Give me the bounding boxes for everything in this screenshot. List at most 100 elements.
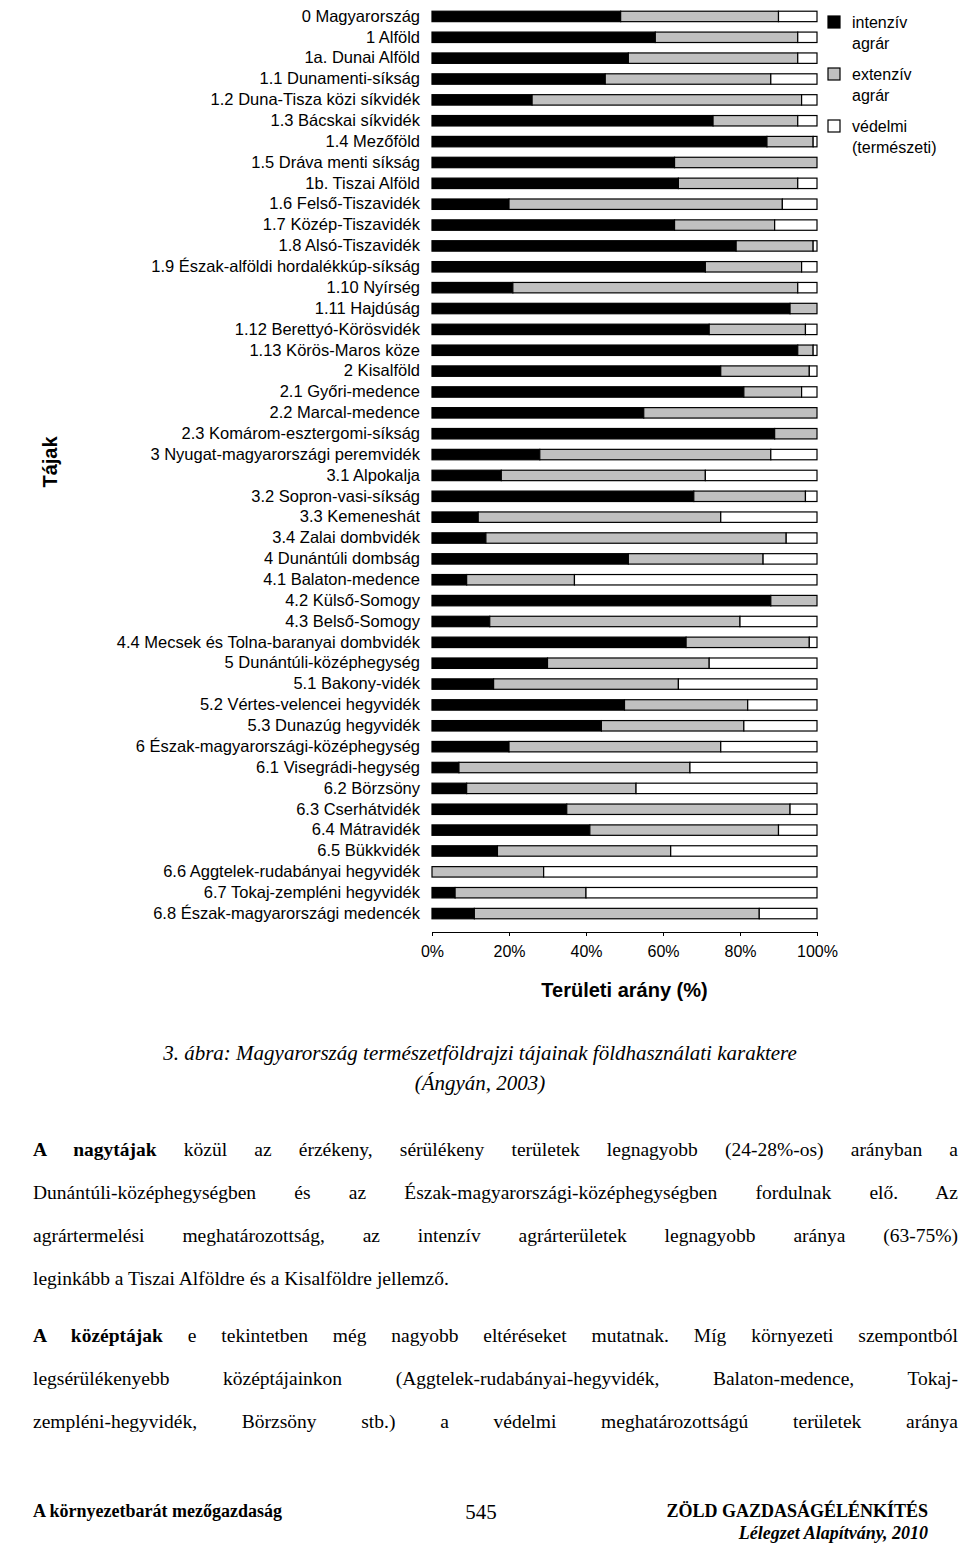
bar — [432, 700, 625, 710]
y-tick-label: 1.9 Észak-alföldi hordalékkúp-síkság — [151, 257, 420, 275]
y-tick: 6.4 Mátravidék — [312, 820, 432, 838]
bar — [432, 491, 694, 501]
bar — [432, 887, 455, 897]
y-tick-label: 6.4 Mátravidék — [312, 820, 421, 838]
lead: A nagytájak — [33, 1139, 157, 1160]
bar — [467, 575, 575, 585]
y-tick: 5.1 Bakony-vidék — [293, 674, 432, 692]
y-tick-label: 6.5 Bükkvidék — [317, 841, 420, 859]
y-tick-label: 2.2 Marcal-medence — [270, 403, 420, 421]
bar — [574, 575, 817, 585]
lead: A középtájak — [33, 1325, 163, 1346]
text-line: zempléni-hegyvidék, Börzsöny stb.) a véd… — [33, 1400, 958, 1443]
y-tick: 6.6 Aggtelek-rudabányai hegyvidék — [163, 862, 432, 880]
y-tick-label: 1a. Dunai Alföld — [304, 48, 420, 66]
bar — [586, 887, 817, 897]
bar — [671, 846, 817, 856]
bar — [771, 74, 817, 84]
legend-item: intenzívagrár — [828, 14, 907, 52]
legend-label: extenzívagrár — [852, 66, 912, 104]
x-tick: 80% — [724, 932, 756, 960]
y-tick-label: 6.1 Visegrádi-hegység — [256, 758, 420, 776]
bar — [432, 136, 767, 146]
y-tick: 6.2 Börzsöny — [324, 779, 432, 797]
bar — [763, 554, 817, 564]
bar — [636, 783, 817, 793]
bar — [809, 366, 817, 376]
bar — [432, 324, 709, 334]
y-tick: 1.5 Dráva menti síkság — [251, 153, 432, 171]
y-tick-label: 1.11 Hajdúság — [315, 299, 420, 317]
y-tick-label: 1.12 Berettyó-Körösvidék — [235, 320, 421, 338]
y-tick-label: 1.3 Bácskai síkvidék — [271, 111, 421, 129]
y-tick-label: 6.3 Cserhátvidék — [296, 800, 421, 818]
bar — [790, 303, 817, 313]
bar — [621, 11, 779, 21]
x-tick-label: 80% — [724, 943, 756, 960]
text-line: agrártermelési meghatározottság, az inte… — [33, 1214, 958, 1257]
body-text: A nagytájak közül az érzékeny, sérüléken… — [33, 1128, 958, 1457]
bar — [601, 721, 743, 731]
bar — [802, 95, 817, 105]
bar — [721, 741, 817, 751]
bar — [590, 825, 779, 835]
y-tick: 2.3 Komárom-esztergomi-síkság — [182, 424, 432, 442]
bar — [432, 575, 467, 585]
y-tick: 1.11 Hajdúság — [315, 299, 432, 317]
bar — [759, 908, 817, 918]
y-tick: 6.1 Visegrádi-hegység — [256, 758, 432, 776]
y-tick: 3.3 Kemeneshát — [300, 507, 432, 525]
x-tick-label: 40% — [570, 943, 602, 960]
legend-item: védelmi(természeti) — [828, 118, 936, 156]
bar — [694, 491, 806, 501]
text-line: Dunántúli-középhegységben és az Észak-ma… — [33, 1171, 958, 1214]
bar — [432, 116, 713, 126]
bar — [744, 387, 802, 397]
footer-left: A környezetbarát mezőgazdaság — [33, 1501, 282, 1521]
series-1 — [432, 11, 817, 919]
bar — [432, 241, 736, 251]
y-tick: 1.1 Dunamenti-síkság — [260, 69, 433, 87]
bar — [567, 804, 790, 814]
y-tick-label: 3.1 Alpokalja — [326, 466, 420, 484]
y-tick: 4.4 Mecsek és Tolna-baranyai dombvidék — [117, 633, 432, 651]
bars — [432, 11, 817, 919]
page-svg: 0 Magyarország1 Alföld1a. Dunai Alföld1.… — [0, 0, 960, 1545]
bar — [798, 282, 817, 292]
bar — [432, 11, 621, 21]
y-tick-label: 3.2 Sopron-vasi-síkság — [251, 487, 420, 505]
footer-right-sub: Lélegzet Alapítvány, 2010 — [738, 1523, 928, 1543]
bar — [744, 721, 817, 731]
y-tick: 3 Nyugat-magyarországi peremvidék — [150, 445, 432, 463]
bar — [709, 324, 805, 334]
bar — [455, 887, 586, 897]
bar — [628, 53, 797, 63]
bar — [736, 241, 813, 251]
y-tick: 2 Kisalföld — [344, 361, 432, 379]
y-tick-label: 1.6 Felső-Tiszavidék — [269, 194, 420, 212]
bar — [748, 700, 817, 710]
bar — [432, 470, 501, 480]
y-tick: 6.7 Tokaj-zempléni hegyvidék — [204, 883, 432, 901]
bar — [490, 616, 740, 626]
legend-label: intenzívagrár — [852, 14, 907, 52]
y-tick-label: 4.4 Mecsek és Tolna-baranyai dombvidék — [117, 633, 421, 651]
y-tick: 1a. Dunai Alföld — [304, 48, 432, 66]
x-axis-title: Területi arány (%) — [541, 979, 707, 1001]
y-tick: 4.1 Balaton-medence — [263, 570, 432, 588]
bar — [432, 387, 744, 397]
y-tick-label: 1.2 Duna-Tisza közi síkvidék — [211, 90, 421, 108]
y-tick-label: 2 Kisalföld — [344, 361, 420, 379]
y-tick-label: 2.1 Győri-medence — [280, 382, 420, 400]
bar — [432, 637, 686, 647]
bar — [675, 157, 817, 167]
y-tick-label: 6 Észak-magyarországi-középhegység — [136, 737, 420, 755]
bar — [432, 908, 474, 918]
y-tick: 2.2 Marcal-medence — [270, 403, 432, 421]
y-tick-label: 6.6 Aggtelek-rudabányai hegyvidék — [163, 862, 421, 880]
bar — [644, 408, 817, 418]
bar — [513, 282, 798, 292]
bar — [509, 741, 721, 751]
y-tick: 1.7 Közép-Tiszavidék — [263, 215, 432, 233]
y-tick: 1.9 Észak-alföldi hordalékkúp-síkság — [151, 257, 432, 275]
